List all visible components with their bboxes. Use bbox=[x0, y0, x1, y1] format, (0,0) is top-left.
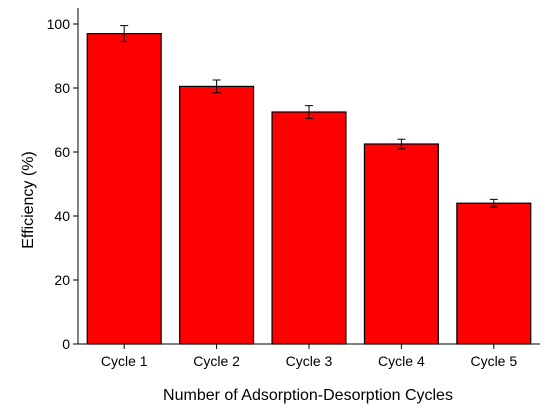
x-tick-label-cycle-1: Cycle 1 bbox=[101, 353, 148, 369]
bar-cycle-5 bbox=[456, 202, 532, 345]
y-axis-label: Efficiency (%) bbox=[20, 151, 37, 249]
y-tick-label-0: 0 bbox=[62, 336, 70, 352]
y-tick-label-100: 100 bbox=[47, 16, 71, 32]
x-tick-label-cycle-5: Cycle 5 bbox=[470, 353, 517, 369]
x-axis-label: Number of Adsorption-Desorption Cycles bbox=[163, 387, 453, 404]
y-tick-label-20: 20 bbox=[54, 272, 70, 288]
y-tick-label-60: 60 bbox=[54, 144, 70, 160]
bar-cycle-2 bbox=[179, 85, 255, 345]
x-tick-label-cycle-4: Cycle 4 bbox=[378, 353, 425, 369]
bars-group bbox=[86, 32, 532, 345]
ticks-group: Cycle 1 Cycle 2 Cycle 3 Cycle 4 Cycle 5 0 20 40… bbox=[47, 16, 518, 369]
x-tick-label-cycle-3: Cycle 3 bbox=[286, 353, 333, 369]
error-bars-group bbox=[120, 25, 498, 208]
y-tick-label-40: 40 bbox=[54, 208, 70, 224]
x-tick-label-cycle-2: Cycle 2 bbox=[193, 353, 240, 369]
bar-cycle-1 bbox=[86, 32, 162, 345]
bar-cycle-3 bbox=[271, 111, 347, 345]
y-tick-label-80: 80 bbox=[54, 80, 70, 96]
bar-cycle-4 bbox=[363, 143, 439, 345]
